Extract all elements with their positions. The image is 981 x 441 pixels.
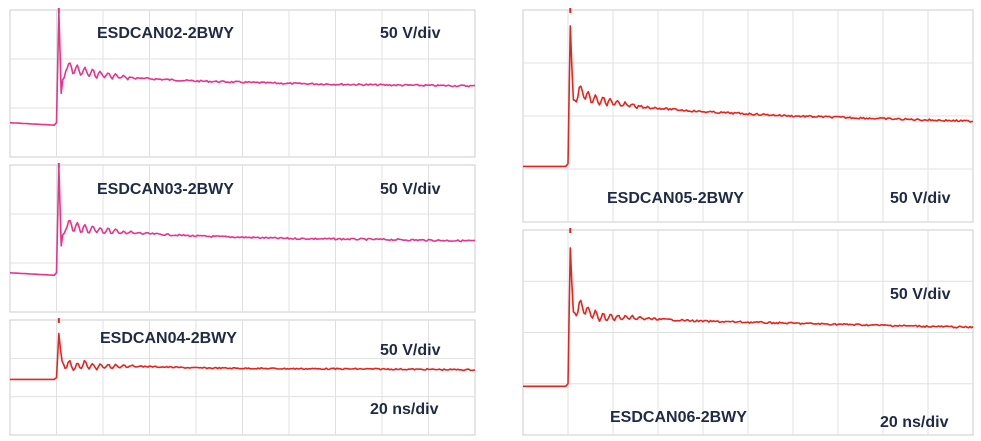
panel-3-title: ESDCAN04-2BWY (100, 330, 237, 347)
waveform-trace (9, 164, 476, 277)
panel-5-horizontal-scale: 20 ns/div (880, 414, 949, 431)
panel-3-horizontal-scale: 20 ns/div (370, 401, 439, 418)
waveform-trace (523, 247, 974, 388)
panel-5-title: ESDCAN06-2BWY (610, 409, 747, 426)
panel-1-title: ESDCAN02-2BWY (97, 25, 234, 42)
panel-4-vertical-scale: 50 V/div (890, 190, 951, 207)
scope-panel-4 (522, 8, 974, 223)
scope-panel-2 (9, 163, 476, 313)
panel-5-vertical-scale: 50 V/div (890, 286, 951, 303)
panel-2-title: ESDCAN03-2BWY (97, 181, 234, 198)
panel-4-title: ESDCAN05-2BWY (607, 190, 744, 207)
waveform-trace (9, 9, 476, 126)
scope-panel-1 (9, 8, 476, 158)
scope-panel-3 (9, 318, 476, 436)
panel-3-vertical-scale: 50 V/div (380, 342, 441, 359)
panel-1-vertical-scale: 50 V/div (380, 25, 441, 42)
waveform-trace (523, 25, 973, 168)
panel-2-vertical-scale: 50 V/div (380, 181, 441, 198)
scope-panel-5 (522, 228, 974, 436)
waveform-trace (10, 332, 476, 381)
